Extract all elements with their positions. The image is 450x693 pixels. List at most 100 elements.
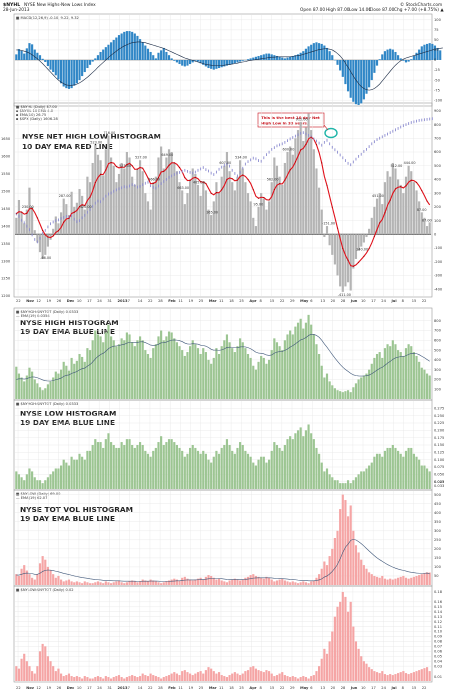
bar-lowratio-52 [152,675,155,681]
bars-layer [15,31,442,681]
bar-lowratio-90 [252,666,255,681]
bar-low-31 [96,442,100,489]
bar-low-94 [262,456,265,489]
ema-dot-148 [405,185,407,187]
bar-net-hl-7 [33,230,36,235]
bar-lowratio-114 [315,671,318,681]
bar-macd-42 [125,31,128,60]
bar-low-125 [344,483,347,489]
ema-dot-12 [47,236,49,238]
bar-macd-74 [210,60,213,69]
bar-macd-133 [365,60,368,94]
bar-high-81 [228,342,231,399]
bar-lowratio-107 [296,678,300,681]
bar-net-hl-114 [315,168,318,235]
last-value-label: 87.00 [422,218,432,222]
bar-totvol-34 [104,581,107,585]
bar-totvol-25 [81,583,84,585]
bar-macd-37 [112,39,115,60]
bar-lowratio-112 [310,676,313,681]
bar-lowratio-152 [415,671,418,681]
callout-highlight-circle [324,127,338,139]
bar-low-90 [252,462,255,489]
bar-lowratio-32 [99,677,102,681]
x-tick-label-bottom-10: 2013 [118,686,129,690]
bar-high-29 [91,340,94,399]
bar-low-127 [349,483,352,489]
bar-net-hl-127 [349,234,352,291]
bar-net-hl-57 [165,157,168,235]
bar-low-92 [257,459,260,489]
bar-low-18 [62,459,65,489]
bar-net-hl-95 [265,209,268,235]
x-tick-label-top-37: Jul [390,299,396,303]
bar-high-36 [110,336,113,399]
bar-high-22 [73,363,76,399]
y-tick-label-lowratio-8: 0.09 [434,635,443,639]
bar-high-25 [81,356,84,399]
bar-totvol-153 [418,575,421,585]
bar-net-hl-71 [202,182,205,235]
bar-high-70 [199,354,202,399]
y-tick-label-macd-2: 50 [434,38,439,42]
bar-net-hl-121 [333,234,336,265]
ema-dot-64 [184,177,186,179]
last-label-lowratio: 0.01 [434,675,442,679]
ema-dot-100 [279,183,281,185]
bar-low-35 [107,433,110,489]
bar-high-11 [44,388,47,399]
bar-lowratio-87 [244,671,247,681]
bar-net-hl-64 [183,204,186,235]
bar-totvol-54 [157,582,160,585]
bar-totvol-145 [397,577,400,585]
bar-totvol-43 [128,581,131,585]
bar-net-hl-8 [36,234,39,243]
bar-totvol-2 [20,568,23,585]
bar-totvol-138 [378,577,381,585]
bar-net-hl-34 [104,149,107,235]
bar-macd-110 [304,48,308,60]
bar-totvol-37 [112,582,115,585]
bar-net-hl-82 [231,182,234,235]
bar-macd-17 [59,60,63,84]
bar-macd-93 [260,55,263,60]
bar-totvol-79 [223,581,226,585]
bar-lowratio-117 [323,648,326,681]
bar-lowratio-78 [220,675,223,681]
price-axis-label-9: 1200 [1,294,11,298]
bar-low-86 [241,445,244,489]
bar-macd-147 [402,60,405,61]
bar-low-54 [157,442,160,489]
bar-macd-98 [273,55,276,60]
bar-macd-59 [170,58,173,60]
bar-totvol-71 [202,579,205,585]
bar-totvol-12 [46,566,49,585]
bar-totvol-3 [23,565,26,585]
bar-low-72 [204,453,207,489]
bar-macd-3 [23,53,26,60]
bar-lowratio-139 [381,671,384,681]
bar-net-hl-137 [375,198,379,235]
bar-low-82 [231,450,234,489]
bar-low-98 [273,442,276,489]
bar-high-112 [310,324,313,399]
value-annotation-2: 287.00 [59,194,71,198]
bar-lowratio-121 [333,616,336,681]
bar-low-75 [212,456,215,489]
bar-high-123 [339,391,342,399]
bar-net-hl-61 [175,171,179,235]
bar-high-132 [362,375,365,399]
value-annotation-25: 87.00 [417,208,427,212]
bar-totvol-55 [160,583,163,585]
bar-totvol-105 [291,581,294,585]
bar-high-73 [207,359,210,399]
bar-macd-105 [291,55,294,60]
date-label: 28-Jun-2013 [3,7,30,13]
bar-net-hl-37 [112,165,115,235]
ema-dot-42 [126,164,128,166]
bar-macd-113 [312,43,315,60]
bar-high-19 [65,365,68,399]
bar-net-hl-53 [154,176,157,235]
ema-dot-50 [147,177,149,179]
value-annotation-4: 523.00 [90,141,102,145]
